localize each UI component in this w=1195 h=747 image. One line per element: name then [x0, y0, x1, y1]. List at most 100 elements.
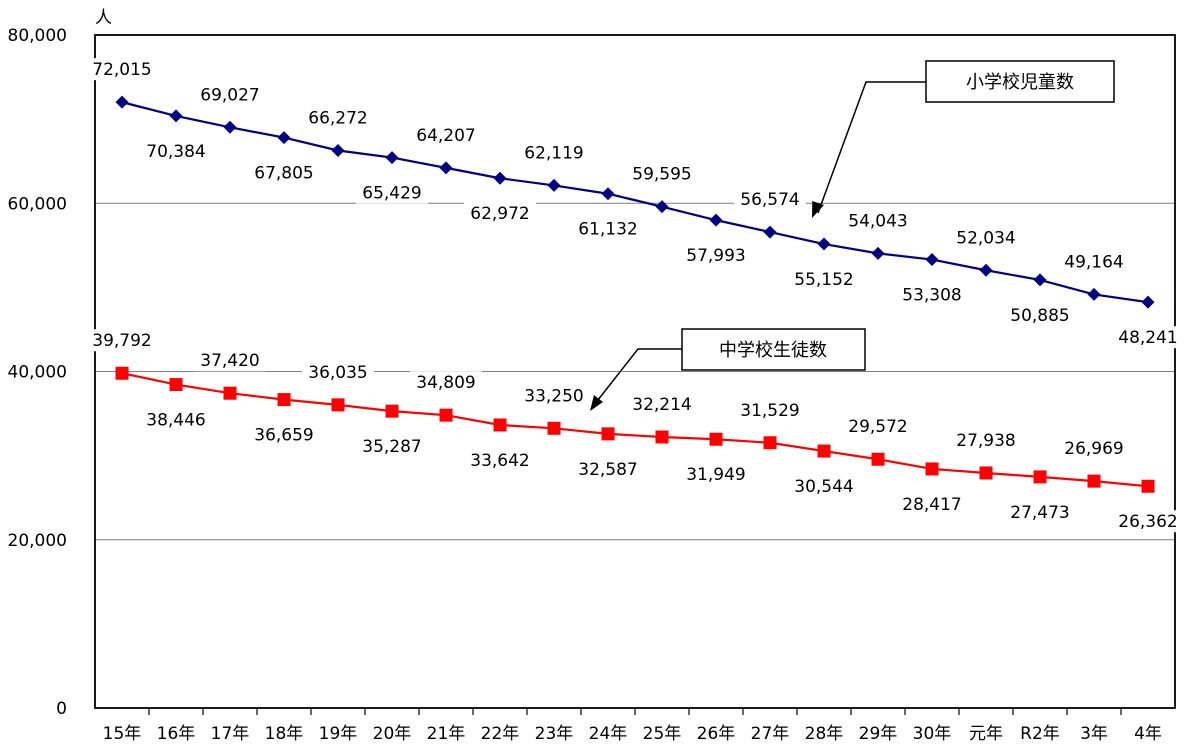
data-label: 36,659 — [254, 426, 313, 446]
data-label: 66,272 — [308, 108, 367, 128]
data-label-bg — [464, 202, 536, 225]
data-label: 32,587 — [578, 460, 637, 480]
data-point — [601, 187, 615, 201]
y-tick-label: 80,000 — [8, 26, 67, 46]
data-label: 50,885 — [1010, 306, 1069, 326]
data-label-bg — [194, 349, 266, 372]
data-label-bg — [734, 188, 806, 211]
x-tick-label: 23年 — [535, 724, 574, 744]
data-label: 65,429 — [362, 184, 421, 204]
tick-labels: 0 20,000 40,000 60,000 80,000 15年 16年 17年 18年 19年… — [8, 26, 1162, 744]
x-tick-label: 25年 — [643, 724, 682, 744]
data-label-bg — [86, 58, 158, 81]
data-label: 62,972 — [470, 204, 529, 224]
data-point — [763, 436, 777, 450]
data-point — [169, 378, 183, 392]
data-point — [1033, 273, 1047, 287]
data-point — [547, 421, 561, 435]
data-label-bg — [1004, 500, 1076, 523]
data-label-bg — [896, 492, 968, 515]
data-point — [223, 120, 237, 134]
data-label: 29,572 — [848, 417, 907, 437]
axes — [94, 34, 1176, 715]
x-tick-label: 27年 — [751, 724, 790, 744]
x-tick-label: 28年 — [805, 724, 844, 744]
data-label-bg — [1004, 303, 1076, 326]
data-label: 26,362 — [1118, 512, 1177, 532]
data-point — [1087, 287, 1101, 301]
data-point — [331, 398, 345, 412]
data-label-bg — [950, 428, 1022, 451]
data-point — [331, 143, 345, 157]
data-point — [493, 418, 507, 432]
data-label-bg — [248, 161, 320, 184]
data-label-bg — [626, 392, 698, 415]
callout-box-elementary — [925, 60, 1115, 103]
legend-label-elementary: 小学校児童数 — [966, 72, 1074, 93]
data-label: 72,015 — [92, 60, 151, 80]
data-label-bg — [950, 226, 1022, 249]
x-tick-label: 20年 — [373, 724, 412, 744]
data-label: 34,809 — [416, 373, 475, 393]
data-label-bg — [788, 268, 860, 291]
data-label: 27,938 — [956, 431, 1015, 451]
x-tick-label: 22年 — [481, 724, 520, 744]
x-tick-label: R2年 — [1020, 724, 1060, 744]
arrow-head-junior-high — [590, 395, 603, 411]
data-point — [763, 225, 777, 239]
x-tick-label: 3年 — [1080, 724, 1108, 744]
arrow-line-elementary — [817, 81, 926, 214]
data-label-bg — [194, 83, 266, 106]
x-tick-label: 元年 — [969, 724, 1003, 744]
data-label-bg — [302, 360, 374, 383]
data-point — [115, 95, 129, 109]
data-point — [979, 263, 993, 277]
data-label: 49,164 — [1064, 252, 1123, 272]
data-point — [655, 200, 669, 214]
series-line-junior-high — [121, 372, 1149, 488]
data-label: 36,035 — [308, 363, 367, 383]
data-label: 56,574 — [740, 190, 799, 210]
data-label: 26,969 — [1064, 439, 1123, 459]
x-tick-label: 17年 — [211, 724, 250, 744]
data-label-bg — [86, 329, 158, 352]
data-point — [709, 432, 723, 446]
data-point — [925, 462, 939, 476]
data-label-bg — [356, 181, 428, 204]
x-tick-label: 21年 — [427, 724, 466, 744]
arrow-line-junior-high — [593, 348, 682, 406]
data-point — [871, 452, 885, 466]
data-label-bg — [140, 139, 212, 162]
y-unit-label: 人 — [95, 8, 112, 28]
data-label-bg — [410, 371, 482, 394]
data-label-bg — [680, 244, 752, 267]
data-label: 39,792 — [92, 331, 151, 351]
data-label-bg — [248, 423, 320, 446]
data-label: 37,420 — [200, 351, 259, 371]
data-point — [547, 178, 561, 192]
arrow-head-elementary — [812, 201, 824, 218]
data-point — [385, 151, 399, 165]
data-label-bg — [1058, 437, 1130, 460]
data-label: 57,993 — [686, 246, 745, 266]
data-label-bg — [626, 162, 698, 185]
data-label-bg — [842, 415, 914, 438]
data-label-bg — [788, 475, 860, 498]
data-label: 33,642 — [470, 451, 529, 471]
x-tick-label: 19年 — [319, 724, 358, 744]
data-label-bg — [1112, 326, 1184, 349]
data-label: 31,529 — [740, 401, 799, 421]
data-point — [817, 444, 831, 458]
data-label: 38,446 — [146, 411, 205, 431]
data-point — [277, 131, 291, 145]
callout-elementary: 小学校児童数 — [812, 60, 1115, 218]
data-label: 35,287 — [362, 437, 421, 457]
data-label: 69,027 — [200, 85, 259, 105]
data-label: 31,949 — [686, 465, 745, 485]
y-tick-label: 60,000 — [8, 194, 67, 214]
data-label: 32,214 — [632, 395, 691, 415]
data-point — [925, 253, 939, 267]
data-label: 62,119 — [524, 143, 583, 163]
data-label: 53,308 — [902, 286, 961, 306]
data-point — [277, 393, 291, 407]
